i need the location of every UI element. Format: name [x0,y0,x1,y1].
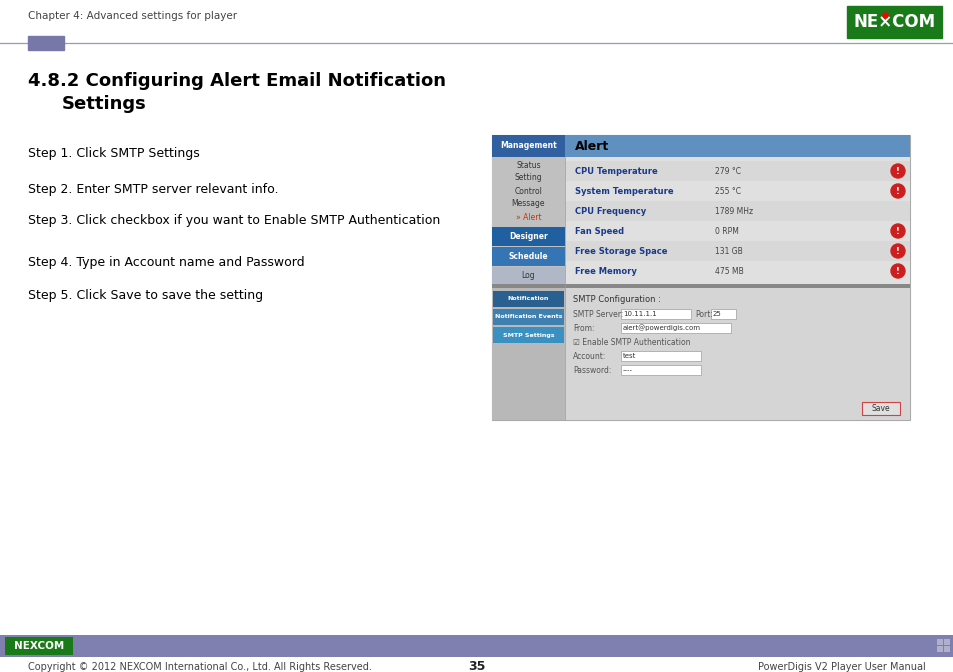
Bar [620,365,700,375]
Text: Password:: Password: [573,366,611,375]
Bar [564,261,909,281]
Text: !: ! [895,226,899,235]
Circle shape [890,224,904,238]
Text: Management: Management [499,142,557,151]
Text: !: ! [895,167,899,175]
Text: 255 °C: 255 °C [714,187,740,196]
Text: From:: From: [573,324,594,333]
Text: 25: 25 [712,311,721,317]
Bar [492,267,564,285]
Text: !: ! [895,247,899,255]
Text: Status: Status [516,161,540,169]
Text: 35: 35 [468,661,485,672]
Text: Log: Log [521,271,535,280]
Bar [620,323,730,333]
Text: CPU Frequency: CPU Frequency [575,206,645,216]
Text: Notification: Notification [507,296,549,302]
Text: Chapter 4: Advanced settings for player: Chapter 4: Advanced settings for player [28,11,237,21]
Text: 279 °C: 279 °C [714,167,740,175]
Text: Free Storage Space: Free Storage Space [575,247,667,255]
Bar [943,646,949,652]
Text: PowerDigis V2 Player User Manual: PowerDigis V2 Player User Manual [758,662,925,672]
Bar [564,221,909,241]
Bar [564,181,909,201]
Text: ----: ---- [622,367,633,373]
Text: 1789 MHz: 1789 MHz [714,206,752,216]
Text: Fan Speed: Fan Speed [575,226,623,235]
Bar [5,637,73,655]
Bar [0,635,953,657]
Bar [564,241,909,261]
Bar [492,135,564,157]
Text: Copyright © 2012 NEXCOM International Co., Ltd. All Rights Reserved.: Copyright © 2012 NEXCOM International Co… [28,662,372,672]
Text: Free Memory: Free Memory [575,267,637,276]
Text: 475 MB: 475 MB [714,267,743,276]
Text: Step 2. Enter SMTP server relevant info.: Step 2. Enter SMTP server relevant info. [28,183,278,196]
Bar [943,639,949,645]
Bar [492,135,909,157]
Text: 10.11.1.1: 10.11.1.1 [622,311,656,317]
Bar [620,351,700,361]
Text: 131 GB: 131 GB [714,247,742,255]
Circle shape [890,264,904,278]
Text: Notification Events: Notification Events [495,314,561,319]
Bar [492,288,909,420]
Text: Step 5. Click Save to save the setting: Step 5. Click Save to save the setting [28,289,263,302]
Text: SMTP Configuration :: SMTP Configuration : [573,295,660,304]
Text: SMTP Server:: SMTP Server: [573,310,622,319]
Text: alert@powerdigis.com: alert@powerdigis.com [622,325,700,331]
Bar [846,6,941,38]
Bar [492,135,909,420]
Text: test: test [622,353,636,359]
Bar [564,201,909,221]
Text: Settings: Settings [62,95,147,113]
Text: System Temperature: System Temperature [575,187,673,196]
Text: Save: Save [871,404,889,413]
Bar [493,291,563,307]
Circle shape [890,164,904,178]
Text: Alert: Alert [575,140,609,153]
Text: Designer: Designer [509,232,547,241]
Text: CPU Temperature: CPU Temperature [575,167,657,175]
Text: » Alert: » Alert [516,212,540,222]
Text: Step 1. Click SMTP Settings: Step 1. Click SMTP Settings [28,147,199,160]
Bar [28,36,64,50]
Bar [862,402,899,415]
Text: ☑ Enable SMTP Authentication: ☑ Enable SMTP Authentication [573,338,690,347]
Text: NEXCOM: NEXCOM [14,641,64,651]
Text: NE×COM: NE×COM [853,13,935,31]
Text: Setting: Setting [515,173,541,183]
Bar [936,639,942,645]
Text: Step 4. Type in Account name and Password: Step 4. Type in Account name and Passwor… [28,256,304,269]
Text: Port:: Port: [695,310,712,319]
Text: Message: Message [511,200,545,208]
Circle shape [890,244,904,258]
Bar [492,284,909,288]
Text: !: ! [895,267,899,276]
Bar [710,309,735,319]
Text: Account:: Account: [573,352,606,361]
Circle shape [890,184,904,198]
Text: Control: Control [514,187,542,196]
Text: !: ! [895,187,899,196]
Bar [564,157,909,420]
Text: Schedule: Schedule [508,252,548,261]
Bar [620,309,690,319]
Text: 4.8.2 Configuring Alert Email Notification: 4.8.2 Configuring Alert Email Notificati… [28,72,446,90]
Bar [493,327,563,343]
Text: 0 RPM: 0 RPM [714,226,739,235]
Bar [492,247,564,266]
Text: SMTP Settings: SMTP Settings [502,333,554,337]
Bar [492,157,564,420]
Bar [564,161,909,181]
Bar [492,157,909,420]
Bar [492,288,564,420]
Bar [936,646,942,652]
Bar [493,309,563,325]
Text: Step 3. Click checkbox if you want to Enable SMTP Authentication: Step 3. Click checkbox if you want to En… [28,214,439,227]
Bar [492,227,564,246]
